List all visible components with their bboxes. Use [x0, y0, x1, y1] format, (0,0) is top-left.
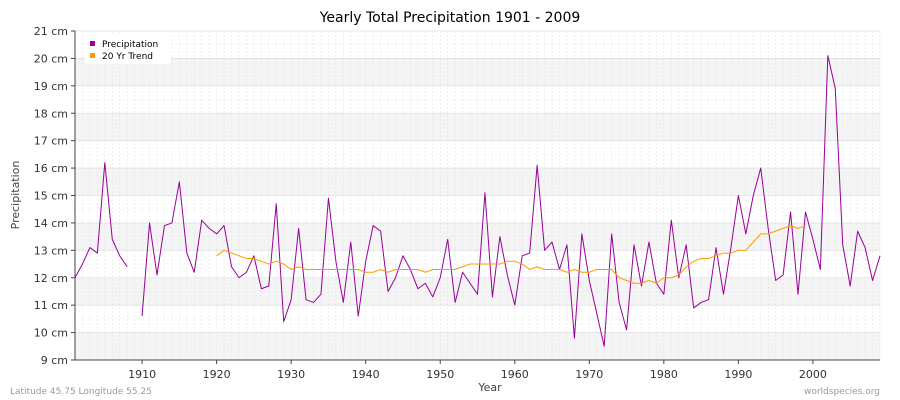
- x-tick-label: 1980: [650, 368, 678, 381]
- y-axis-label: Precipitation: [9, 161, 22, 230]
- y-tick-label: 15 cm: [34, 190, 68, 203]
- legend-label-trend: 20 Yr Trend: [102, 52, 153, 62]
- y-tick-label: 9 cm: [41, 354, 68, 367]
- x-tick-label: 2000: [799, 368, 827, 381]
- y-tick-label: 21 cm: [34, 25, 68, 38]
- x-tick-label: 1920: [203, 368, 231, 381]
- y-tick-label: 16 cm: [34, 162, 68, 175]
- footer-coordinates: Latitude 45.75 Longitude 55.25: [10, 387, 152, 397]
- y-tick-label: 20 cm: [34, 52, 68, 65]
- gridlines: [74, 30, 881, 361]
- y-tick-label: 17 cm: [34, 135, 68, 148]
- y-axis-ticks: 9 cm 10 cm 11 cm 12 cm 13 cm 14 cm 15 cm 16 cm 1…: [34, 25, 75, 367]
- y-tick-label: 12 cm: [34, 272, 68, 285]
- y-tick-label: 14 cm: [34, 217, 68, 230]
- x-tick-label: 1940: [352, 368, 380, 381]
- trend-series-line: [216, 225, 806, 284]
- precipitation-series-line: [141, 55, 881, 347]
- x-tick-label: 1950: [426, 368, 454, 381]
- legend-swatch-trend: [90, 53, 95, 58]
- x-axis-label: Year: [477, 381, 502, 394]
- legend-label-precipitation: Precipitation: [102, 40, 158, 50]
- y-tick-label: 19 cm: [34, 80, 68, 93]
- x-tick-label: 1990: [724, 368, 752, 381]
- legend-box: [85, 35, 171, 64]
- precipitation-series-line: [74, 162, 128, 278]
- chart-title: Yearly Total Precipitation 1901 - 2009: [319, 10, 581, 26]
- x-tick-label: 1960: [501, 368, 529, 381]
- y-tick-label: 10 cm: [34, 327, 68, 340]
- x-tick-label: 1970: [575, 368, 603, 381]
- x-tick-label: 1930: [277, 368, 305, 381]
- y-tick-label: 18 cm: [34, 107, 68, 120]
- legend-swatch-precipitation: [90, 41, 95, 46]
- y-tick-label: 11 cm: [34, 299, 68, 312]
- x-tick-label: 1910: [128, 368, 156, 381]
- data-series: [74, 55, 881, 347]
- footer-source: worldspecies.org: [804, 387, 880, 397]
- legend: Precipitation 20 Yr Trend: [85, 35, 171, 64]
- x-axis-ticks: 1910 1920 1930 1940 1950 1960 1970 1980 1990 2000: [128, 360, 827, 381]
- y-tick-label: 13 cm: [34, 244, 68, 257]
